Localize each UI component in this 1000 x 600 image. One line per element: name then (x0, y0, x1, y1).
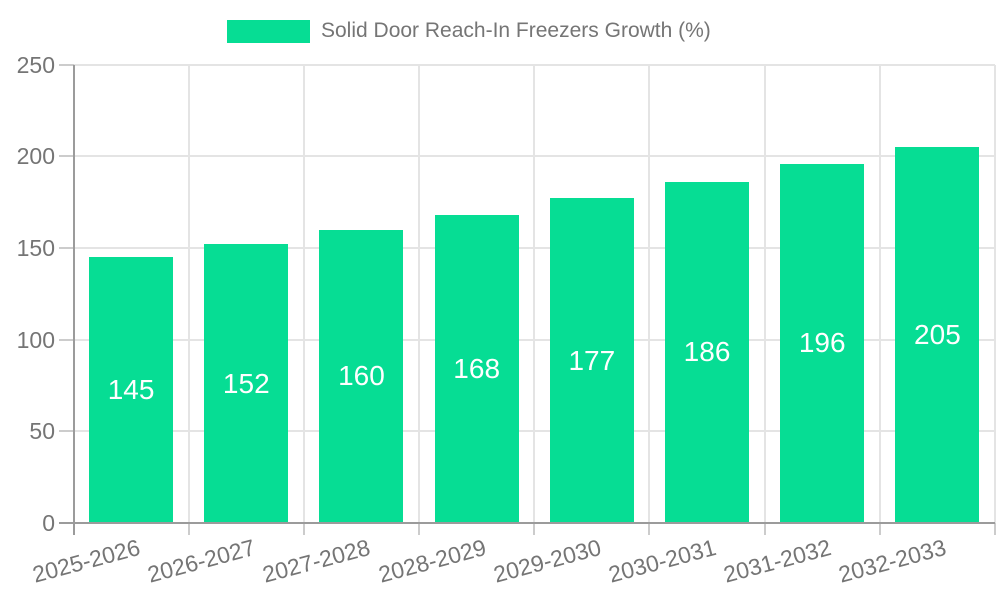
x-tick (418, 523, 421, 535)
x-tick (878, 523, 881, 535)
y-tick-label: 100 (16, 326, 55, 353)
bar (780, 163, 865, 523)
legend: Solid Door Reach-In Freezers Growth (%) (227, 19, 711, 43)
bar (665, 181, 750, 523)
x-tick (187, 523, 190, 535)
bar-value-label: 168 (453, 352, 501, 384)
legend-label: Solid Door Reach-In Freezers Growth (%) (321, 19, 711, 42)
y-axis-line (72, 64, 75, 535)
bar-value-label: 152 (222, 367, 270, 399)
y-tick-label: 250 (16, 51, 55, 78)
y-tick-label: 50 (29, 418, 55, 445)
y-tick-label: 150 (16, 234, 55, 261)
x-tick (763, 523, 766, 535)
y-tick (58, 338, 74, 341)
bar-value-label: 177 (568, 344, 616, 376)
y-tick-label: 0 (42, 510, 55, 536)
y-tick (58, 430, 74, 433)
x-tick (994, 523, 996, 535)
y-tick (58, 155, 74, 158)
x-axis-line (58, 522, 995, 524)
bar-value-label: 196 (798, 327, 846, 359)
bar-value-label: 186 (683, 336, 731, 368)
x-tick (533, 523, 536, 535)
bar-value-label: 160 (338, 360, 385, 392)
legend-swatch (227, 19, 310, 43)
bar (89, 257, 174, 523)
v-gridline (418, 64, 421, 523)
v-gridline (302, 64, 305, 523)
v-gridline (648, 64, 651, 523)
y-tick (58, 63, 74, 66)
x-tick (648, 523, 651, 535)
bar-value-label: 145 (107, 374, 155, 406)
bar-value-label: 205 (914, 319, 961, 350)
x-tick (302, 523, 305, 535)
v-gridline (878, 64, 881, 523)
bar (549, 198, 634, 523)
v-gridline (994, 64, 996, 523)
v-gridline (533, 64, 536, 523)
y-tick (58, 246, 74, 249)
v-gridline (187, 64, 190, 523)
bar (204, 244, 289, 523)
v-gridline (763, 64, 766, 523)
bar (895, 147, 980, 523)
bar (434, 214, 519, 523)
bar (319, 229, 404, 523)
y-tick-label: 200 (16, 143, 55, 170)
